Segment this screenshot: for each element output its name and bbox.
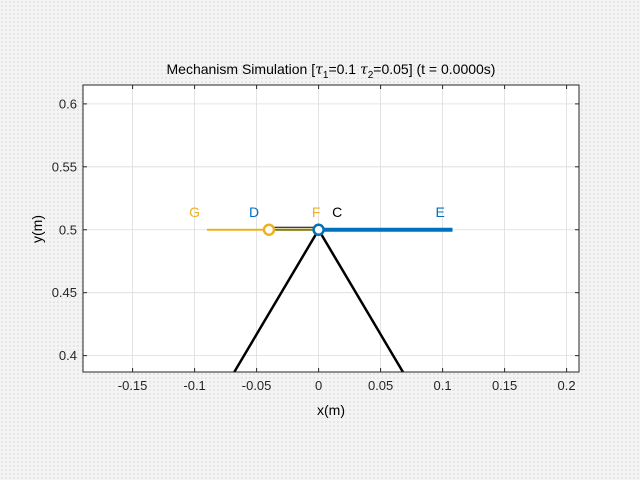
point-label-e: E [435, 204, 444, 220]
x-tick-label: 0.15 [492, 378, 517, 393]
y-tick-label: 0.45 [52, 285, 77, 300]
y-axis-label: y(m) [29, 215, 45, 243]
point-label-f: F [312, 204, 321, 220]
mechanism-joints [262, 223, 325, 237]
x-tick-label: 0 [315, 378, 322, 393]
y-tick-label: 0.6 [59, 96, 77, 111]
x-tick-label: 0.2 [558, 378, 576, 393]
joint-marker-2 [312, 223, 325, 237]
tau2-value: =0.05] (t = 0.0000s) [373, 61, 495, 77]
x-tick-label: 0.05 [368, 378, 393, 393]
tau1-value: =0.1 [328, 61, 360, 77]
tau1-subscript: 1 [323, 70, 329, 81]
y-tick-label: 0.55 [52, 159, 77, 174]
x-tick-label: -0.15 [118, 378, 148, 393]
point-label-g: G [189, 204, 200, 220]
tau1-symbol: τ [315, 62, 323, 78]
tau2-symbol: τ [360, 62, 368, 78]
axes-box [82, 84, 580, 373]
chart-title: Mechanism Simulation [τ1=0.1 τ2=0.05] (t… [167, 61, 496, 81]
axis-ticks: -0.15 -0.1 -0.05 0 0.05 0.1 0.15 0.2 0.4 0.45 0.5 0… [52, 85, 579, 393]
mechanism-link-6 [317, 229, 404, 373]
x-tick-label: -0.05 [242, 378, 272, 393]
point-label-d: D [249, 204, 259, 220]
x-tick-label: 0.1 [434, 378, 452, 393]
x-axis-label: x(m) [317, 402, 345, 418]
point-label-c: C [332, 204, 342, 220]
joint-marker-1 [262, 223, 276, 237]
title-prefix: Mechanism Simulation [ [167, 61, 316, 77]
x-tick-label: -0.1 [183, 378, 205, 393]
mechanism-link-5 [233, 229, 320, 373]
y-tick-label: 0.5 [59, 222, 77, 237]
y-tick-label: 0.4 [59, 348, 77, 363]
tau2-subscript: 2 [368, 70, 374, 81]
